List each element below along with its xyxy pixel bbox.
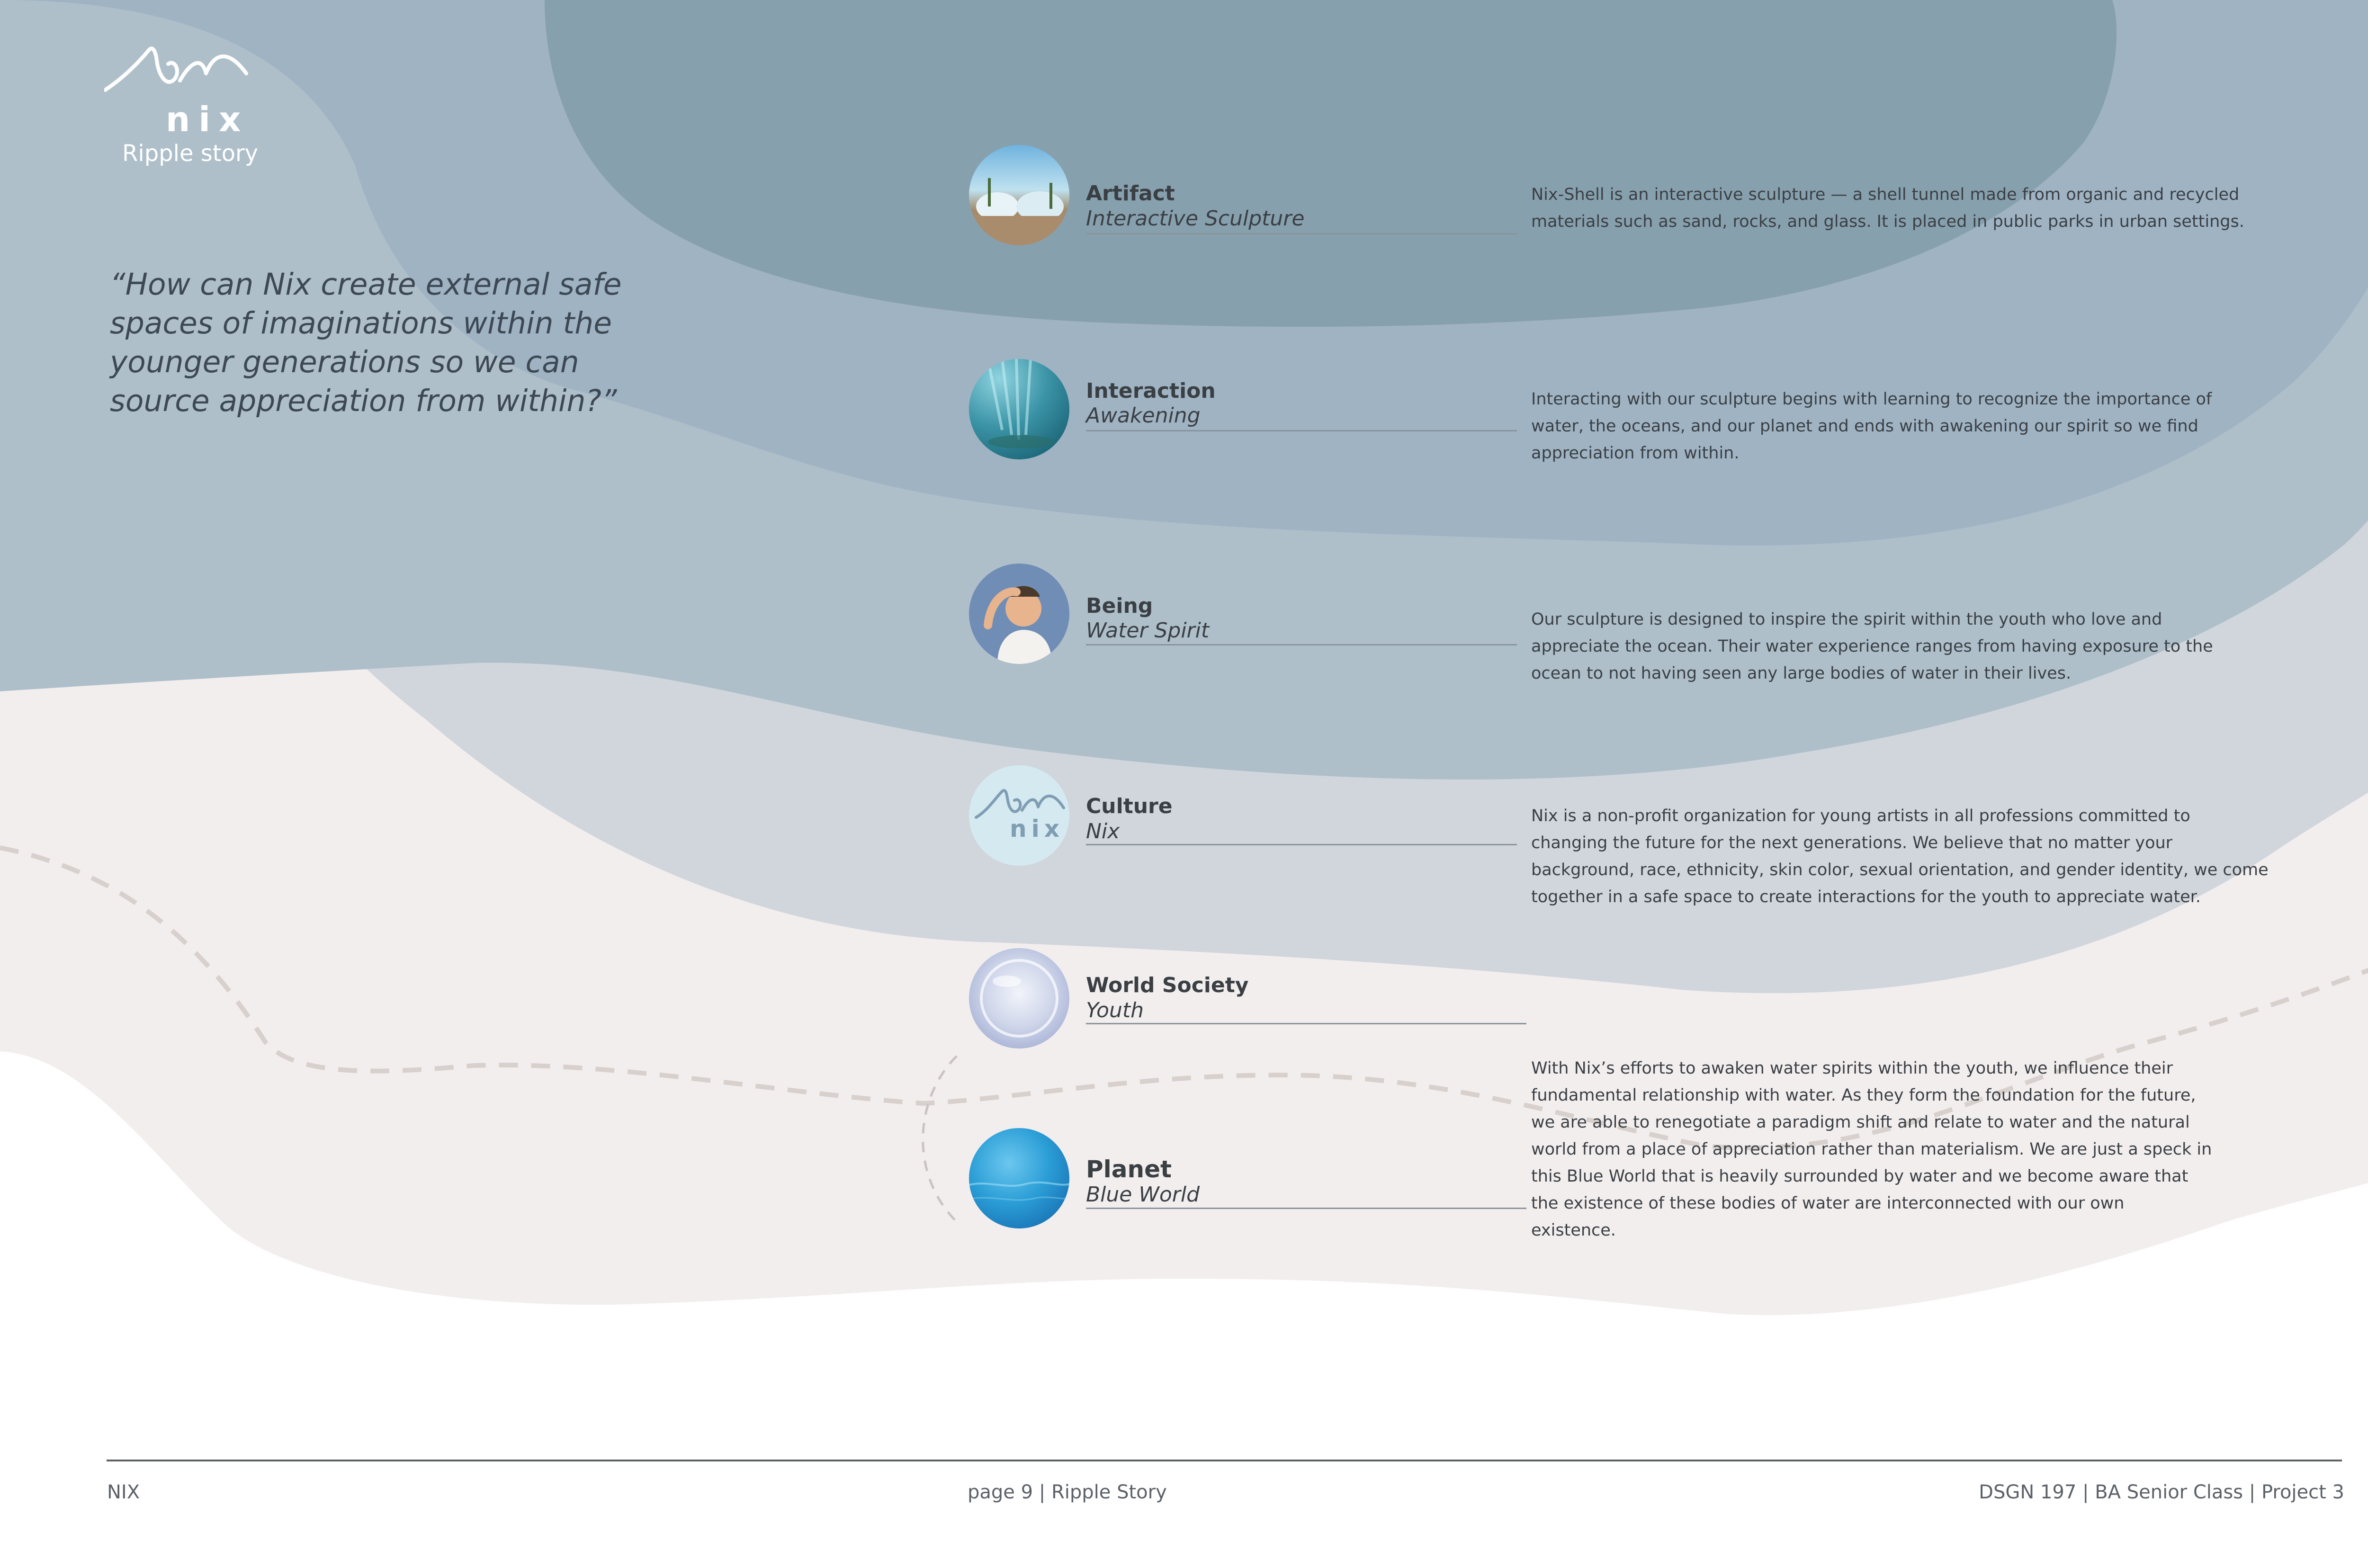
nix-script-icon xyxy=(103,46,248,92)
item-underline xyxy=(1086,1208,1526,1209)
ocean-image xyxy=(969,1128,1069,1228)
item-description: Interacting with our sculpture begins wi… xyxy=(1531,390,2212,463)
underwater-light-image xyxy=(969,359,1069,459)
light-rays xyxy=(987,359,1054,448)
item-title: Interaction xyxy=(1086,379,1216,403)
guiding-question: “How can Nix create external safe spaces… xyxy=(110,267,622,418)
child-portrait-image xyxy=(969,564,1069,664)
child-figure xyxy=(984,586,1052,664)
footer-brand: NIX xyxy=(107,1481,140,1503)
item-underline xyxy=(1086,844,1517,845)
sculpture-illustration xyxy=(969,178,1069,245)
item-underline xyxy=(1086,430,1517,431)
footer-rule xyxy=(107,1460,2342,1461)
item-description: Nix-Shell is an interactive sculpture — … xyxy=(1531,185,2244,231)
ocean-texture xyxy=(969,1181,1069,1201)
item-subtitle: Blue World xyxy=(1086,1183,1200,1207)
item-underline xyxy=(1086,233,1517,234)
item-subtitle: Water Spirit xyxy=(1086,618,1210,643)
item-underline xyxy=(1086,644,1517,645)
beach-sculpture-image xyxy=(969,145,1069,245)
item-title: World Society xyxy=(1086,973,1249,997)
item-description: Our sculpture is designed to inspire the… xyxy=(1531,610,2213,683)
item-title: Being xyxy=(1086,594,1153,618)
item-subtitle: Interactive Sculpture xyxy=(1086,206,1305,231)
bubble-image xyxy=(969,948,1069,1048)
nix-logo: nix xyxy=(103,45,256,139)
item-description: Nix is a non-profit organization for you… xyxy=(1531,806,2269,906)
page-subtitle: Ripple story xyxy=(122,140,259,167)
item-title: Culture xyxy=(1086,794,1173,818)
item-subtitle: Awakening xyxy=(1086,403,1201,428)
item-title: Planet xyxy=(1086,1156,1172,1183)
item-underline xyxy=(1086,1023,1526,1024)
footer-page-number: page 9 | Ripple Story xyxy=(968,1481,1167,1503)
dashed-ripple-line xyxy=(0,845,2368,1150)
bubble-sheen xyxy=(980,959,1058,1038)
item-subtitle: Nix xyxy=(1086,819,1120,843)
logo-wordmark: nix xyxy=(166,99,250,139)
item-description: With Nix’s efforts to awaken water spiri… xyxy=(1531,1059,2212,1240)
wave-deep xyxy=(545,0,2117,327)
nix-mini-wordmark: nix xyxy=(1010,815,1064,842)
nix-logo-icon: nix xyxy=(969,765,1069,866)
footer-course-info: DSGN 197 | BA Senior Class | Project 3 xyxy=(1979,1481,2344,1503)
dashed-arc xyxy=(922,1055,958,1223)
nix-mini-script xyxy=(975,789,1065,819)
item-subtitle: Youth xyxy=(1086,998,1144,1022)
item-title: Artifact xyxy=(1086,181,1175,206)
